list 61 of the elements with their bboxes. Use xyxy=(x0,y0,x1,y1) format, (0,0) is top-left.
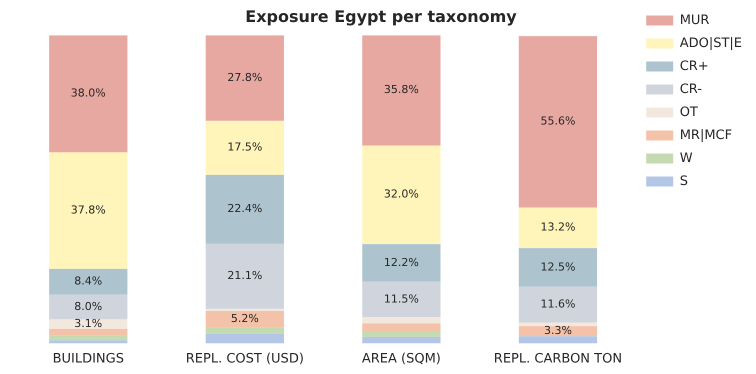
legend-label: W xyxy=(680,150,693,166)
data-label: 11.6% xyxy=(540,297,576,310)
data-label: 38.0% xyxy=(70,86,106,100)
data-label: 13.2% xyxy=(540,220,576,234)
x-tick-label: AREA (SQM) xyxy=(362,352,441,367)
bar xyxy=(206,120,284,175)
legend-label: MUR xyxy=(680,12,710,28)
bar xyxy=(206,308,284,312)
bar xyxy=(362,146,441,244)
data-label: 27.8% xyxy=(227,70,262,84)
data-label: 32.0% xyxy=(384,188,419,201)
bar xyxy=(518,207,598,248)
data-label: 8.0% xyxy=(74,300,102,313)
data-label: 12.2% xyxy=(384,256,419,269)
legend-label: CR- xyxy=(680,82,702,97)
bar xyxy=(206,311,284,328)
bar xyxy=(49,335,128,340)
legend-label: ADO|ST|E xyxy=(680,36,742,51)
bar xyxy=(206,327,284,334)
x-tick-label: REPL. COST (USD) xyxy=(186,352,304,367)
bar xyxy=(49,268,128,295)
bar xyxy=(49,35,128,152)
bar xyxy=(362,336,441,344)
data-label: 5.2% xyxy=(230,312,259,325)
data-label: 3.3% xyxy=(544,324,572,338)
bar xyxy=(518,248,598,287)
data-label: 35.8% xyxy=(384,83,419,96)
bar xyxy=(206,334,284,344)
bar xyxy=(518,286,598,322)
data-label: 17.5% xyxy=(227,140,262,154)
data-label: 55.6% xyxy=(540,114,576,128)
bar xyxy=(206,174,284,244)
data-label: 8.4% xyxy=(74,274,102,288)
bar xyxy=(362,323,441,332)
data-label: 3.1% xyxy=(74,316,102,330)
bar xyxy=(49,152,128,269)
bar xyxy=(518,336,598,344)
bar xyxy=(362,282,441,318)
bar xyxy=(49,328,128,336)
bar xyxy=(518,36,598,208)
data-label: 37.8% xyxy=(70,203,106,216)
bar xyxy=(362,317,441,324)
chart-title: Exposure Egypt per taxonomy xyxy=(245,6,518,26)
data-label: 21.1% xyxy=(227,269,262,282)
bar xyxy=(362,35,441,146)
bar xyxy=(362,332,441,337)
data-label: 11.5% xyxy=(384,292,419,306)
legend-label: S xyxy=(680,174,688,189)
legend-label: MR|MCF xyxy=(680,128,732,143)
x-tick-label: REPL. CARBON TON xyxy=(494,352,622,367)
bar xyxy=(518,322,598,326)
legend-label: OT xyxy=(680,104,698,120)
x-tick-label: BUILDINGS xyxy=(52,352,124,367)
data-label: 22.4% xyxy=(227,202,262,216)
bar xyxy=(49,294,128,320)
bar xyxy=(206,35,284,121)
bar xyxy=(206,244,284,309)
data-label: 12.5% xyxy=(540,260,576,274)
bar xyxy=(518,326,598,336)
bar xyxy=(362,244,441,282)
legend-label: CR+ xyxy=(680,58,709,74)
